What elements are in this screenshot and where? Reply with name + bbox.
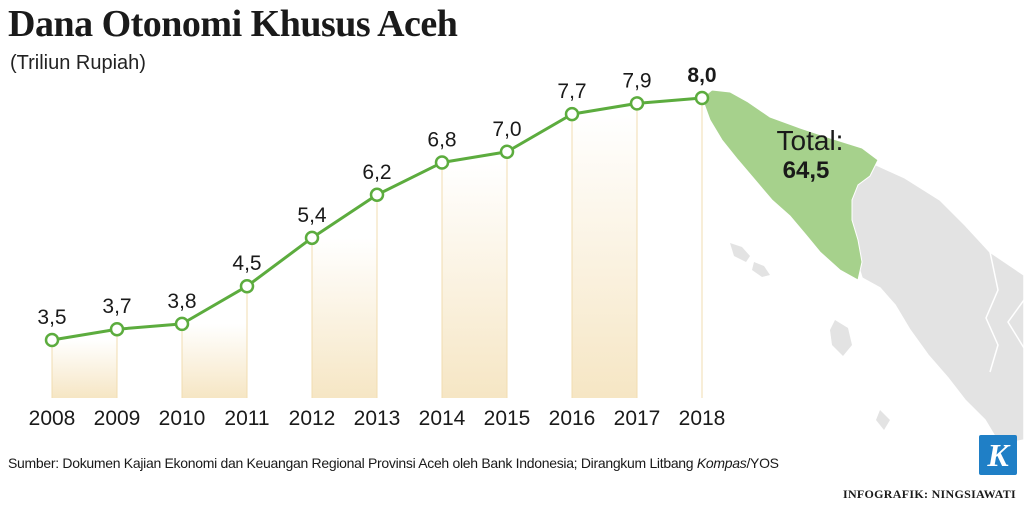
data-points <box>44 90 710 348</box>
x-tick-label: 2009 <box>94 407 141 430</box>
column-band <box>182 323 247 398</box>
source-author: /YOS <box>746 455 779 471</box>
column-band <box>52 340 117 398</box>
data-label: 3,7 <box>102 295 131 318</box>
data-point <box>44 332 60 348</box>
x-tick-label: 2013 <box>354 407 401 430</box>
sumatra-map <box>701 89 1024 446</box>
data-label: 4,5 <box>232 252 261 275</box>
data-label: 7,0 <box>492 118 521 141</box>
chart-unit-label: (Triliun Rupiah) <box>10 52 146 74</box>
data-point <box>499 144 515 160</box>
province-border-line <box>1007 299 1024 349</box>
data-label: 7,9 <box>622 69 651 92</box>
x-tick-label: 2015 <box>484 407 531 430</box>
data-label: 6,8 <box>427 129 456 152</box>
source-publication: Kompas <box>696 455 747 471</box>
sumatra-land-shape <box>849 162 1024 446</box>
x-tick-label: 2018 <box>679 407 726 430</box>
x-axis-tick-labels: 2008 2009 2010 2011 2012 2013 2014 2015 2016 2017… <box>29 407 726 430</box>
data-point <box>369 187 385 203</box>
data-labels: 3,5 3,7 3,8 4,5 5,4 6,2 6,8 7,0 7,7 7,9 8,0 <box>37 64 716 329</box>
chart-title: Dana Otonomi Khusus Aceh <box>8 3 458 45</box>
island-shape <box>830 320 852 356</box>
data-label: 3,5 <box>37 306 66 329</box>
data-point <box>629 96 645 111</box>
data-label: 7,7 <box>557 80 586 103</box>
data-label: 6,2 <box>362 161 391 184</box>
data-point <box>174 316 190 332</box>
column-band <box>312 237 377 398</box>
x-tick-label: 2017 <box>614 407 661 430</box>
column-bands <box>51 98 703 398</box>
data-point <box>109 321 125 337</box>
x-tick-label: 2012 <box>289 407 336 430</box>
data-label: 5,4 <box>297 204 327 227</box>
infographic-credit: INFOGRAFIK: NINGSIAWATI <box>842 487 1016 501</box>
total-label: Total: <box>777 125 844 156</box>
column-band <box>442 162 507 398</box>
island-shape <box>730 243 750 262</box>
x-tick-label: 2011 <box>224 407 269 430</box>
x-tick-label: 2008 <box>29 407 76 430</box>
x-tick-label: 2014 <box>419 407 466 430</box>
total-value: 64,5 <box>783 157 830 184</box>
source-text: Sumber: Dokumen Kajian Ekonomi dan Keuan… <box>8 455 697 471</box>
data-label: 8,0 <box>687 64 716 87</box>
data-point <box>694 90 710 106</box>
x-tick-label: 2010 <box>159 407 206 430</box>
data-point <box>564 106 580 122</box>
column-band <box>572 114 637 398</box>
source-note: Sumber: Dokumen Kajian Ekonomi dan Keuan… <box>8 455 779 471</box>
data-point <box>239 278 255 294</box>
province-border-line <box>985 251 999 373</box>
island-shape <box>876 410 890 430</box>
x-tick-label: 2016 <box>549 407 596 430</box>
data-point <box>304 230 320 246</box>
data-label: 3,8 <box>167 290 196 313</box>
kompas-logo: K <box>979 435 1017 475</box>
data-point <box>434 155 450 170</box>
aceh-province-shape <box>701 89 879 281</box>
island-shape <box>752 262 770 277</box>
